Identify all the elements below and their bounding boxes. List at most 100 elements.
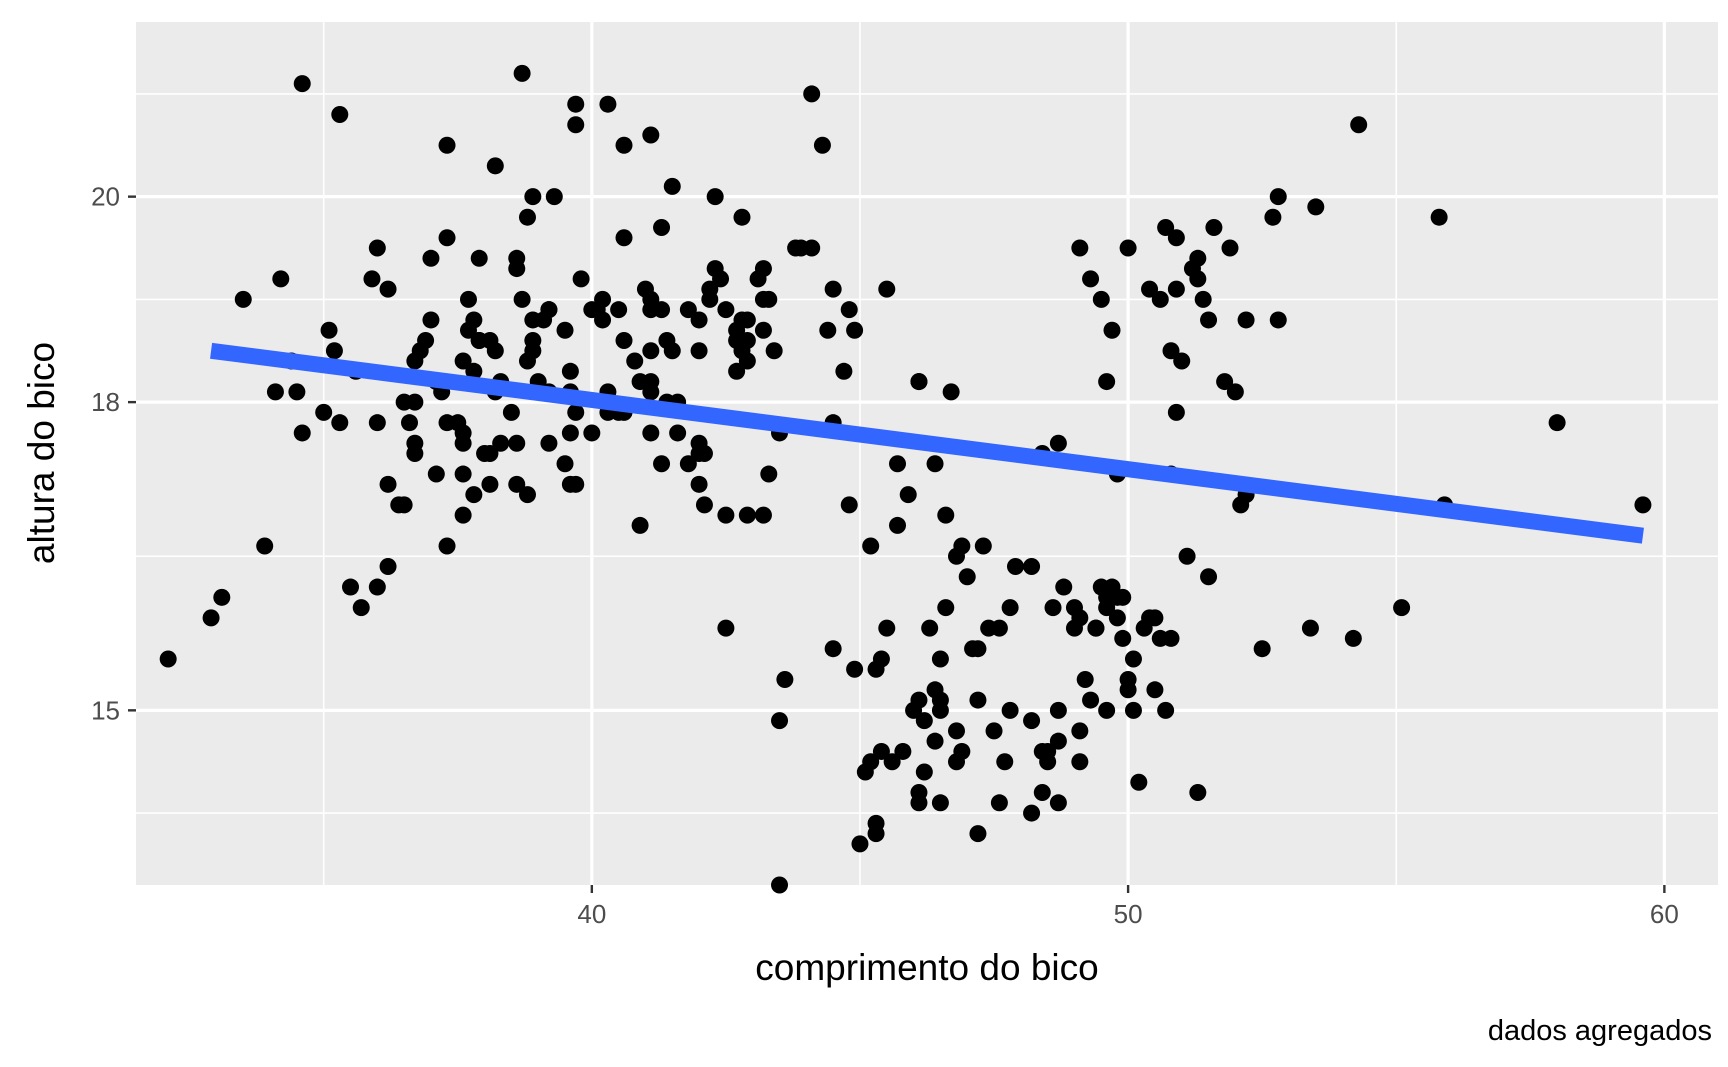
data-point xyxy=(454,465,472,483)
data-point xyxy=(921,619,939,637)
data-point xyxy=(610,301,628,319)
data-point xyxy=(642,383,660,401)
data-point xyxy=(819,321,837,339)
data-point xyxy=(851,835,869,853)
data-point xyxy=(1237,311,1255,329)
data-point xyxy=(840,496,858,514)
data-point xyxy=(1183,260,1201,278)
data-point xyxy=(915,763,933,781)
data-point xyxy=(363,270,381,288)
data-point xyxy=(379,558,397,576)
data-point xyxy=(915,712,933,730)
data-point xyxy=(465,311,483,329)
data-point xyxy=(712,270,730,288)
data-point xyxy=(690,311,708,329)
data-point xyxy=(288,383,306,401)
data-point xyxy=(717,619,735,637)
data-point xyxy=(824,640,842,658)
data-point xyxy=(942,383,960,401)
data-point xyxy=(985,722,1003,740)
data-point xyxy=(588,301,606,319)
data-point xyxy=(454,434,472,452)
data-point xyxy=(878,619,896,637)
data-point xyxy=(1350,116,1368,134)
data-point xyxy=(947,722,965,740)
data-point xyxy=(958,568,976,586)
data-point xyxy=(1039,742,1057,760)
data-point xyxy=(615,136,633,154)
data-point xyxy=(701,280,719,298)
data-point xyxy=(695,445,713,462)
data-point xyxy=(1167,280,1185,298)
data-point xyxy=(631,516,649,534)
data-point xyxy=(1087,619,1105,637)
data-point xyxy=(1269,188,1287,206)
data-point xyxy=(438,229,456,247)
data-point xyxy=(1055,578,1073,596)
data-point xyxy=(1216,373,1234,391)
data-point xyxy=(159,650,177,668)
data-point xyxy=(438,537,456,555)
data-point xyxy=(266,383,284,401)
data-point xyxy=(690,475,708,493)
data-point xyxy=(427,465,445,483)
data-point xyxy=(556,455,574,473)
data-point xyxy=(1124,650,1142,668)
data-point xyxy=(513,290,531,308)
data-point xyxy=(926,455,944,473)
data-point xyxy=(872,742,890,760)
data-point xyxy=(953,537,971,555)
data-point xyxy=(733,342,751,360)
data-point xyxy=(1071,239,1089,257)
data-point xyxy=(669,424,687,442)
panel-background xyxy=(136,22,1718,885)
data-point xyxy=(422,249,440,267)
data-point xyxy=(926,732,944,750)
data-point xyxy=(824,280,842,298)
data-point xyxy=(454,506,472,524)
data-point xyxy=(894,742,912,760)
data-point xyxy=(379,475,397,493)
data-point xyxy=(1264,208,1282,226)
data-point xyxy=(754,260,772,278)
y-tick-label: 15 xyxy=(91,695,120,725)
data-point xyxy=(889,455,907,473)
y-tick-label: 20 xyxy=(91,182,120,212)
data-point xyxy=(422,311,440,329)
trend-line-group xyxy=(210,342,1644,544)
data-point xyxy=(561,362,579,380)
data-point xyxy=(996,753,1014,771)
data-point xyxy=(1141,280,1159,298)
data-point xyxy=(867,814,885,832)
data-point xyxy=(1226,383,1244,401)
data-point xyxy=(567,403,585,421)
data-point xyxy=(411,342,429,360)
data-point xyxy=(561,424,579,442)
data-point xyxy=(728,362,746,380)
data-point xyxy=(1151,290,1169,308)
data-point xyxy=(1141,609,1159,627)
data-point xyxy=(486,157,504,175)
data-point xyxy=(406,445,424,462)
data-point xyxy=(1178,547,1196,565)
data-point xyxy=(937,599,955,617)
data-point xyxy=(878,280,896,298)
data-point xyxy=(706,188,724,206)
data-point xyxy=(599,95,617,113)
data-point xyxy=(642,342,660,360)
data-point xyxy=(293,75,311,93)
data-point xyxy=(293,424,311,442)
data-point xyxy=(1098,701,1116,719)
data-point xyxy=(1023,804,1041,822)
data-point xyxy=(1065,619,1083,637)
data-point xyxy=(518,486,536,504)
data-point xyxy=(1189,784,1207,802)
data-point xyxy=(846,321,864,339)
data-point xyxy=(572,270,590,288)
data-point xyxy=(776,671,794,689)
data-point xyxy=(642,424,660,442)
data-point xyxy=(368,239,386,257)
data-point xyxy=(465,486,483,504)
data-point xyxy=(1049,794,1067,812)
data-point xyxy=(368,414,386,432)
